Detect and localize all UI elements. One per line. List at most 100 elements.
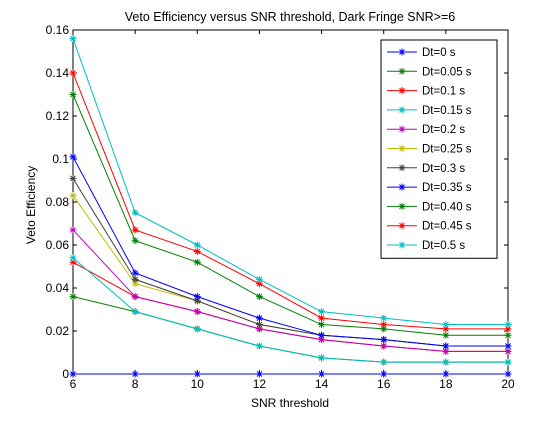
series-point <box>131 226 139 234</box>
series-3 <box>69 254 512 366</box>
series-point <box>504 347 512 355</box>
y-tick-label: 0.06 <box>46 238 70 252</box>
legend-marker <box>398 125 406 133</box>
series-point <box>255 314 263 322</box>
y-tick-label: 0.14 <box>46 66 70 80</box>
series-8 <box>69 91 512 339</box>
series-10 <box>69 35 512 329</box>
legend-label: Dt=0.35 s <box>422 182 472 194</box>
series-point <box>442 321 450 329</box>
legend-label: Dt=0 s <box>422 47 456 59</box>
legend-marker <box>398 106 406 114</box>
series-point <box>318 336 326 344</box>
series-point <box>504 370 512 378</box>
series-point <box>69 226 77 234</box>
legend-marker <box>398 202 406 210</box>
series-point <box>193 325 201 333</box>
series-point <box>193 258 201 266</box>
series-point <box>380 358 388 366</box>
series-0 <box>69 370 512 378</box>
series-point <box>69 174 77 182</box>
series-point <box>504 358 512 366</box>
series-point <box>380 325 388 333</box>
series-point <box>193 293 201 301</box>
series-point <box>255 325 263 333</box>
series-point <box>442 325 450 333</box>
series-point <box>131 280 139 288</box>
legend-marker <box>398 183 406 191</box>
series-point <box>131 269 139 277</box>
x-tick-label: 14 <box>315 377 329 391</box>
series-7 <box>69 153 512 350</box>
series-point <box>380 342 388 350</box>
legend-label: Dt=0.1 s <box>422 86 465 98</box>
series-point <box>69 69 77 77</box>
series-point <box>131 237 139 245</box>
x-tick-label: 18 <box>439 377 453 391</box>
legend-label: Dt=0.5 s <box>422 240 465 252</box>
series-point <box>69 254 77 262</box>
series-point <box>69 192 77 200</box>
series-point <box>69 153 77 161</box>
series-point <box>255 280 263 288</box>
legend-marker <box>398 48 406 56</box>
series-point <box>193 370 201 378</box>
x-tick-label: 6 <box>70 377 77 391</box>
series-point <box>318 370 326 378</box>
legend-label: Dt=0.45 s <box>422 221 472 233</box>
legend-box <box>380 39 498 259</box>
series-point <box>504 342 512 350</box>
series-point <box>318 308 326 316</box>
plot-area: 6 8 10 12 14 16 18 20 0 0.02 0.04 0.06 0.08 0.1 0.12 0.… <box>46 23 515 391</box>
y-tick-label: 0.16 <box>46 23 70 37</box>
series-point <box>255 321 263 329</box>
series-point <box>442 370 450 378</box>
series-point <box>380 336 388 344</box>
x-axis-label: SNR threshold <box>251 396 329 410</box>
series-9 <box>69 69 512 333</box>
series-point <box>318 331 326 339</box>
series-point <box>504 331 512 339</box>
x-tick-label: 8 <box>132 377 139 391</box>
legend-marker <box>398 145 406 152</box>
series-point <box>504 325 512 333</box>
series-point <box>69 35 77 43</box>
series-point <box>131 308 139 316</box>
series-point <box>255 342 263 350</box>
series-point <box>131 293 139 301</box>
series-point <box>255 370 263 378</box>
legend-label: Dt=0.40 s <box>422 201 472 213</box>
series-point <box>380 314 388 322</box>
series-line <box>72 257 508 363</box>
chart-title: Veto Efficiency versus SNR threshold, Da… <box>125 10 456 24</box>
series-point <box>442 358 450 366</box>
series-point <box>255 293 263 301</box>
series-line <box>72 94 508 336</box>
series-line <box>72 156 508 347</box>
series-point <box>69 258 77 266</box>
series-point <box>131 370 139 378</box>
series-point <box>380 370 388 378</box>
series-point <box>131 275 139 283</box>
series-point <box>380 321 388 329</box>
legend-label: Dt=0.05 s <box>422 66 472 78</box>
series-point <box>69 91 77 98</box>
y-tick-label: 0.08 <box>46 195 70 209</box>
y-tick-label: 0.04 <box>46 281 70 295</box>
series-point <box>442 331 450 339</box>
x-tick-label: 10 <box>191 377 205 391</box>
series-line <box>72 229 508 352</box>
series-point <box>318 321 326 329</box>
y-tick-label: 0.1 <box>52 152 69 166</box>
series-4 <box>69 226 512 355</box>
y-tick-label: 0 <box>62 367 69 381</box>
legend-marker <box>398 222 406 230</box>
legend-marker <box>398 87 406 95</box>
series-point <box>442 342 450 350</box>
series-point <box>193 247 201 255</box>
series-point <box>69 370 77 378</box>
legend: Dt=0 s Dt=0.05 s Dt=0.1 s Dt=0.15 s Dt=0.2 s… <box>380 39 498 259</box>
legend-label: Dt=0.15 s <box>422 105 472 117</box>
